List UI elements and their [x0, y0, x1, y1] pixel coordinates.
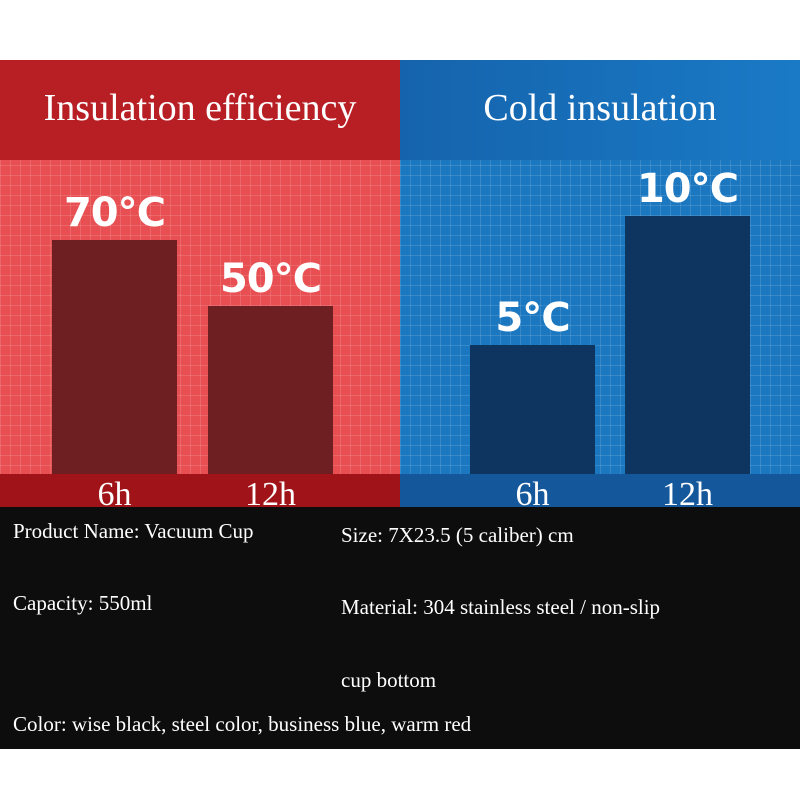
material-text-line1: Material: 304 stainless steel / non-slip: [341, 595, 661, 619]
cold-chart-title: Cold insulation: [400, 60, 800, 160]
cold-bar-6h: [470, 345, 595, 474]
hot-chart-axis: [0, 474, 400, 507]
hot-tick-label-12h: 12h: [245, 476, 296, 507]
product-name-text: Product Name: Vacuum Cup: [13, 519, 254, 543]
cold-chart-axis: [400, 474, 800, 507]
hot-tick-label-6h: 6h: [97, 476, 132, 507]
hot-value-label-12h: 50℃: [219, 256, 322, 302]
cold-value-label-12h: 10℃: [636, 166, 739, 212]
hot-insulation-chart: Insulation efficiency 70℃ 50℃ 6h 12h: [0, 60, 400, 507]
cold-value-label-6h: 5℃: [495, 295, 570, 341]
cold-tick-label-12h: 12h: [662, 476, 713, 507]
cold-tick-label-6h: 6h: [515, 476, 550, 507]
capacity-text: Capacity: 550ml: [13, 591, 153, 615]
cold-bar-12h: [625, 216, 750, 474]
cold-insulation-chart: Cold insulation 5℃ 10℃ 6h 12h: [400, 60, 800, 507]
color-text: Color: wise black, steel color, business…: [13, 712, 472, 736]
hot-chart-title: Insulation efficiency: [0, 60, 400, 160]
hot-value-label-6h: 70℃: [63, 190, 166, 236]
size-text: Size: 7X23.5 (5 caliber) cm: [341, 523, 574, 547]
product-specs: Product Name: Vacuum Cup Size: 7X23.5 (5…: [0, 507, 800, 749]
hot-bar-12h: [208, 306, 333, 474]
material-text-line2: cup bottom: [341, 668, 437, 692]
hot-bar-6h: [52, 240, 177, 474]
